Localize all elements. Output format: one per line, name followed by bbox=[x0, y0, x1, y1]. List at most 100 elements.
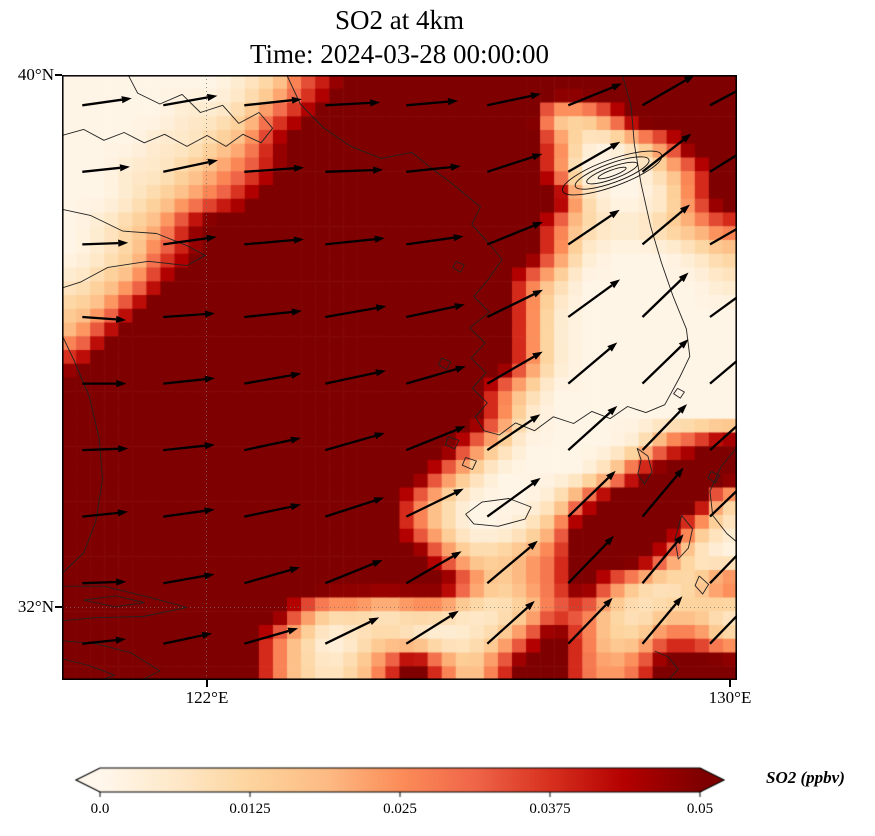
coastline bbox=[707, 470, 720, 484]
map-border bbox=[62, 75, 737, 680]
wind-arrow-head bbox=[447, 98, 459, 106]
wind-arrow-shaft bbox=[567, 542, 609, 584]
wind-arrow-shaft bbox=[325, 371, 377, 385]
coastline bbox=[461, 456, 477, 470]
coastline bbox=[83, 595, 145, 608]
wind-arrow-head bbox=[453, 488, 464, 497]
wind-arrow-shaft bbox=[486, 482, 534, 518]
map-overlay-svg bbox=[61, 74, 755, 681]
y-tick-label-40n: 40°N bbox=[17, 65, 54, 84]
wind-arrow-shaft bbox=[709, 222, 747, 246]
wind-arrow-head bbox=[674, 534, 684, 545]
wind-arrow-shaft bbox=[641, 345, 683, 385]
wind-arrow-shaft bbox=[244, 310, 293, 319]
wind-arrow-shaft bbox=[567, 214, 613, 246]
wind-arrow-head bbox=[525, 600, 535, 611]
wind-arrow-shaft bbox=[243, 568, 291, 585]
wind-arrow-shaft bbox=[325, 238, 376, 246]
wind-arrow-head bbox=[448, 610, 459, 620]
wind-arrow-head bbox=[293, 236, 304, 244]
wind-arrow-head bbox=[118, 239, 129, 247]
wind-arrow-shaft bbox=[82, 511, 119, 518]
wind-arrow-head bbox=[455, 426, 466, 434]
wind-arrow-head bbox=[207, 158, 218, 166]
wind-arrow-shaft bbox=[567, 145, 613, 173]
wind-arrow-head bbox=[609, 209, 620, 219]
wind-arrow-head bbox=[204, 507, 215, 515]
wind-arrow-head bbox=[674, 467, 684, 478]
wind-arrow-shaft bbox=[325, 101, 371, 107]
wind-arrow-head bbox=[677, 404, 687, 414]
wind-arrow-head bbox=[204, 442, 215, 450]
wind-arrow-head bbox=[373, 497, 385, 504]
wind-arrow-shaft bbox=[244, 438, 292, 452]
wind-arrow-shaft bbox=[567, 476, 610, 518]
wind-arrow-shaft bbox=[641, 138, 685, 173]
wind-arrow-shaft bbox=[709, 148, 747, 173]
wind-arrow-shaft bbox=[641, 410, 681, 451]
wind-arrow-shaft bbox=[486, 155, 534, 173]
coastline bbox=[61, 208, 206, 289]
so2-heatmap-canvas bbox=[62, 75, 737, 680]
coastline bbox=[636, 447, 653, 485]
wind-arrow-shaft bbox=[709, 419, 744, 451]
wind-arrow-head bbox=[681, 133, 692, 143]
chart-title: SO2 at 4km bbox=[334, 5, 464, 35]
colorbar-tick-1: 0.0125 bbox=[229, 801, 271, 817]
wind-arrow-shaft bbox=[406, 305, 456, 319]
wind-arrow-head bbox=[372, 560, 383, 568]
y-tick-label-32n: 32°N bbox=[17, 597, 54, 616]
wind-arrow-shaft bbox=[82, 98, 123, 107]
wind-arrow-shaft bbox=[82, 638, 117, 645]
wind-arrow-head bbox=[680, 204, 690, 214]
wind-arrow-head bbox=[116, 578, 127, 586]
wind-arrow-shaft bbox=[709, 612, 741, 645]
wind-arrow-head bbox=[532, 289, 543, 298]
coastline bbox=[61, 658, 116, 681]
chart-subtitle: Time: 2024-03-28 00:00:00 bbox=[249, 39, 550, 69]
colorbar-canvas bbox=[74, 766, 726, 798]
coastline bbox=[444, 436, 460, 450]
wind-arrow-head bbox=[607, 405, 618, 416]
wind-arrow-shaft bbox=[163, 634, 203, 645]
wind-arrow-shaft bbox=[486, 418, 533, 452]
wind-arrow-head bbox=[375, 304, 387, 312]
y-tick-mark-32n bbox=[55, 606, 62, 608]
wind-arrow-shaft bbox=[405, 615, 451, 645]
wind-arrow-shaft bbox=[709, 85, 746, 107]
wind-arrow-shaft bbox=[405, 368, 457, 385]
wind-arrow-head bbox=[678, 272, 689, 283]
wind-arrow-shaft bbox=[324, 434, 376, 452]
wind-arrow-head bbox=[451, 551, 462, 560]
coastline bbox=[286, 74, 691, 436]
wind-arrow-shaft bbox=[244, 505, 292, 518]
wind-arrow-shaft bbox=[324, 562, 374, 585]
wind-arrow-shaft bbox=[567, 411, 611, 451]
colorbar-tick-0: 0.0 bbox=[90, 801, 110, 817]
wind-arrow-head bbox=[116, 379, 127, 388]
wind-arrow-shaft bbox=[82, 315, 117, 321]
wind-arrow-shaft bbox=[82, 447, 119, 452]
wind-arrow-head bbox=[527, 540, 538, 550]
wind-arrow-shaft bbox=[567, 347, 611, 385]
wind-arrow-head bbox=[454, 303, 465, 311]
wind-arrow-shaft bbox=[567, 284, 613, 318]
wind-arrow-shaft bbox=[486, 224, 535, 246]
wind-arrow-shaft bbox=[709, 485, 743, 518]
wind-arrow-head bbox=[206, 93, 218, 101]
coastline bbox=[674, 515, 693, 560]
coastline bbox=[654, 650, 679, 681]
so2-contour-ring bbox=[574, 156, 650, 190]
wind-arrow-head bbox=[453, 234, 464, 242]
wind-arrow-head bbox=[532, 221, 543, 229]
wind-arrow-shaft bbox=[163, 96, 208, 107]
wind-arrow-head bbox=[290, 436, 301, 444]
wind-arrow-head bbox=[374, 235, 385, 243]
wind-arrow-head bbox=[117, 509, 128, 517]
wind-arrow-shaft bbox=[487, 94, 532, 107]
wind-arrow-head bbox=[609, 279, 620, 289]
wind-arrow-shaft bbox=[325, 306, 377, 319]
wind-arrow-head bbox=[115, 636, 126, 644]
wind-arrow-head bbox=[118, 445, 129, 453]
